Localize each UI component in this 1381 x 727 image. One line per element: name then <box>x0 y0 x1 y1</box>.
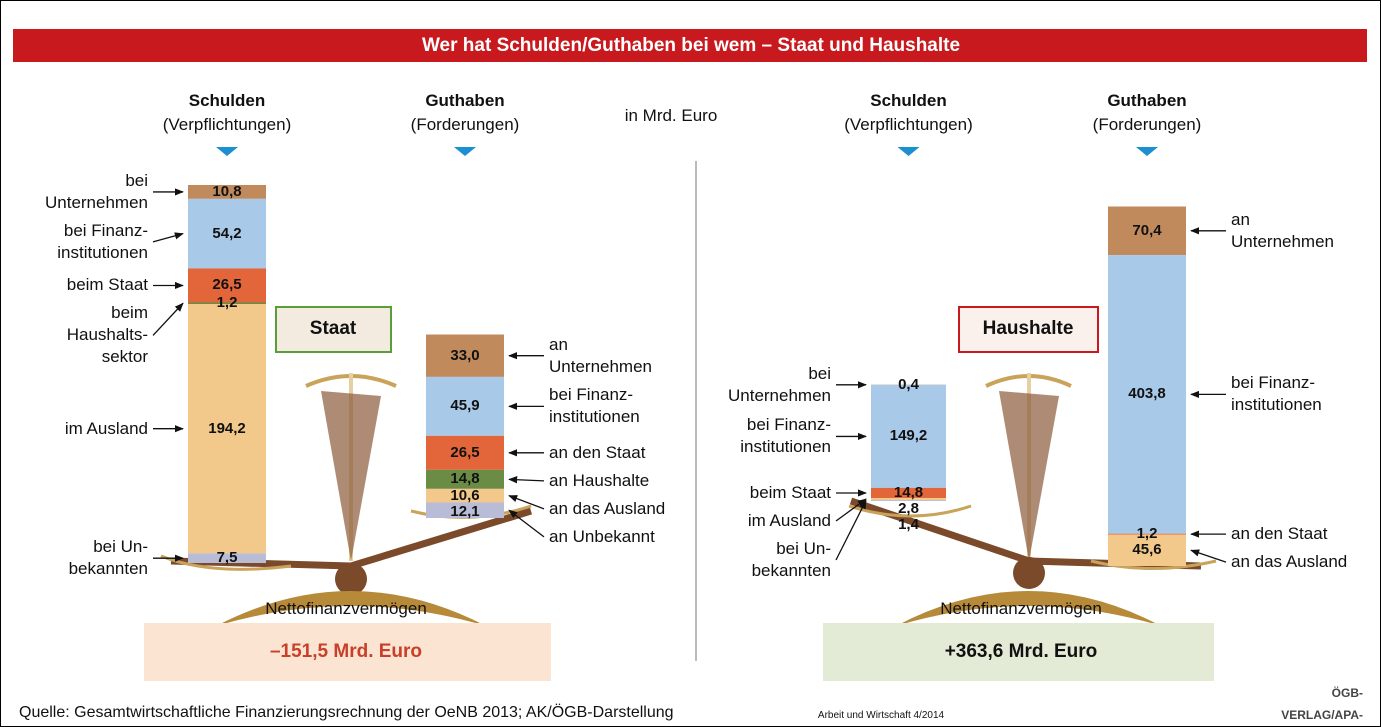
column-heading: Schulden <box>189 90 266 112</box>
net-heading: Nettofinanzvermögen <box>940 598 1102 620</box>
sector-label: Staat <box>310 318 356 340</box>
segment-label: an das Ausland <box>549 498 665 520</box>
infographic: Wer hat Schulden/Guthaben bei wem – Staa… <box>0 0 1381 727</box>
marker-triangle <box>454 147 476 156</box>
segment-label: bei Unternehmen <box>45 170 148 214</box>
segment-label: bei Finanz- institutionen <box>740 414 831 458</box>
column-subheading: (Forderungen) <box>1093 114 1202 136</box>
marker-triangle <box>1136 147 1158 156</box>
segment-label: bei Un- bekannten <box>752 538 831 582</box>
value-label: 45,6 <box>1132 539 1161 561</box>
value-label: 33,0 <box>450 345 479 367</box>
column-heading: Guthaben <box>1107 90 1186 112</box>
segment-label: bei Finanz- institutionen <box>57 220 148 264</box>
segment-label: beim Haushalts- sektor <box>67 302 148 368</box>
value-label: 7,5 <box>217 547 238 569</box>
segment-label: im Ausland <box>65 418 148 440</box>
label-arrow <box>1191 550 1226 562</box>
segment-label: bei Finanz- institutionen <box>1231 372 1322 416</box>
segment-label: an das Ausland <box>1231 551 1347 573</box>
label-arrow <box>153 234 183 242</box>
value-label: 1,2 <box>217 292 238 314</box>
column-subheading: (Verpflichtungen) <box>163 114 292 136</box>
sector-label: Haushalte <box>983 318 1074 340</box>
value-label: 26,5 <box>450 442 479 464</box>
value-label: 10,8 <box>212 181 241 203</box>
net-value: +363,6 Mrd. Euro <box>945 641 1098 663</box>
segment-label: bei Un- bekannten <box>69 536 148 580</box>
value-label: 70,4 <box>1132 220 1161 242</box>
value-label: 1,4 <box>898 514 919 536</box>
value-label: 149,2 <box>890 425 928 447</box>
segment-label: an den Staat <box>549 442 645 464</box>
column-heading: Guthaben <box>425 90 504 112</box>
segment-label: bei Unternehmen <box>728 363 831 407</box>
column-subheading: (Verpflichtungen) <box>844 114 973 136</box>
segment-label: im Ausland <box>748 510 831 532</box>
publication: Arbeit und Wirtschaft 4/2014 <box>818 705 944 727</box>
title: Wer hat Schulden/Guthaben bei wem – Staa… <box>422 35 960 57</box>
segment-label: bei Finanz- institutionen <box>549 384 640 428</box>
value-label: 194,2 <box>208 418 246 440</box>
segment-label: an Haushalte <box>549 470 649 492</box>
segment-label: an Unbekannt <box>549 526 655 548</box>
net-heading: Nettofinanzvermögen <box>265 598 427 620</box>
column-subheading: (Forderungen) <box>411 114 520 136</box>
value-label: 12,1 <box>450 501 479 523</box>
net-value: –151,5 Mrd. Euro <box>270 641 422 663</box>
segment-label: beim Staat <box>67 274 148 296</box>
credit: ÖGB-VERLAG/APA-AUFTRAGSGRAFIK <box>1250 682 1363 727</box>
label-arrow <box>153 303 183 335</box>
column-heading: Schulden <box>870 90 947 112</box>
marker-triangle <box>898 147 920 156</box>
value-label: 54,2 <box>212 223 241 245</box>
label-arrow <box>509 479 544 480</box>
unit-note: in Mrd. Euro <box>625 105 718 127</box>
segment-label: an den Staat <box>1231 523 1327 545</box>
segment-label: an Unternehmen <box>1231 209 1334 253</box>
value-label: 0,4 <box>898 374 919 396</box>
source: Quelle: Gesamtwirtschaftliche Finanzieru… <box>19 702 674 724</box>
value-label: 45,9 <box>450 395 479 417</box>
marker-triangle <box>216 147 238 156</box>
value-label: 403,8 <box>1128 383 1166 405</box>
segment-label: beim Staat <box>750 482 831 504</box>
segment-label: an Unternehmen <box>549 334 652 378</box>
